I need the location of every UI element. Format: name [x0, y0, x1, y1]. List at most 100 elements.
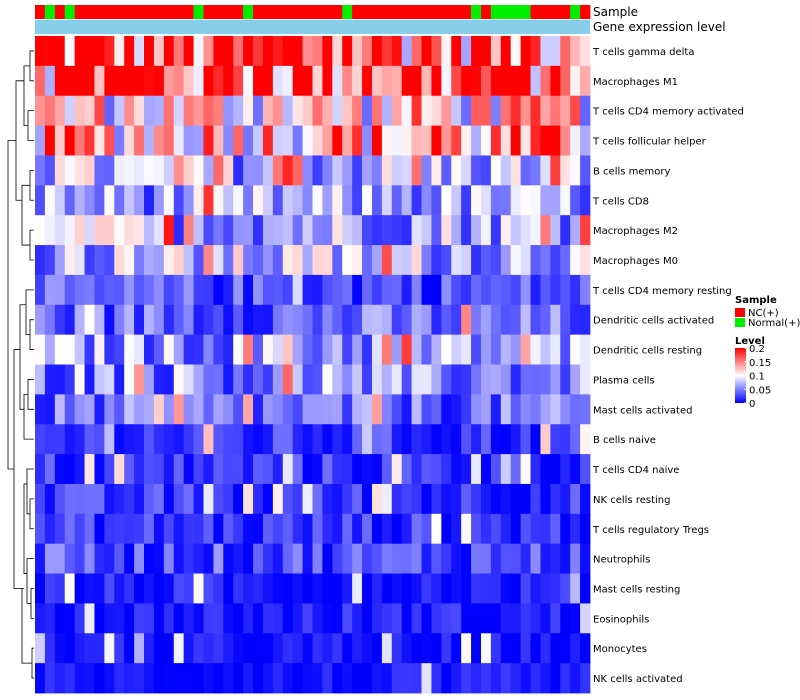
legend-sample-title: Sample	[735, 295, 777, 306]
heatmap-cell	[183, 483, 194, 515]
heatmap-cell	[530, 155, 541, 186]
dendrogram-branch	[29, 319, 34, 350]
heatmap-cell	[54, 245, 66, 276]
heatmap-cell	[74, 215, 85, 246]
heatmap-cell	[193, 454, 204, 485]
heatmap-cell	[322, 603, 333, 634]
heatmap-cell	[471, 603, 482, 634]
heatmap-cell	[510, 483, 522, 515]
heatmap-cell	[114, 36, 125, 67]
heatmap-cell	[124, 573, 135, 604]
heatmap-cell	[322, 215, 333, 246]
heatmap-cell	[104, 245, 115, 276]
heatmap-cell	[312, 125, 323, 156]
heatmap-cell	[223, 364, 234, 395]
heatmap-cell	[322, 334, 333, 365]
heatmap-cell	[570, 454, 581, 485]
heatmap-cell	[84, 274, 95, 306]
heatmap-cell	[74, 483, 85, 515]
heatmap-cell	[471, 454, 482, 485]
heatmap-cell	[500, 334, 512, 365]
heatmap-cell	[114, 483, 125, 515]
heatmap-cell	[352, 454, 363, 485]
heatmap-cell	[312, 543, 323, 574]
heatmap-cell	[322, 663, 333, 694]
heatmap-cell	[431, 155, 442, 186]
heatmap-cell	[134, 513, 145, 545]
sample-annotation-cell	[560, 5, 571, 19]
heatmap-cell	[520, 215, 531, 246]
heatmap-cell	[213, 573, 224, 604]
heatmap-cell	[490, 364, 502, 395]
dendrogram-branch	[26, 558, 34, 604]
heatmap-cell	[560, 573, 571, 604]
heatmap-cell	[371, 245, 383, 276]
heatmap-cell	[104, 334, 115, 365]
heatmap-cell	[471, 185, 482, 216]
heatmap-cell	[243, 125, 254, 156]
heatmap-cell	[401, 36, 413, 67]
heatmap-cell	[292, 454, 303, 485]
heatmap-cell	[391, 394, 403, 425]
heatmap-cell	[570, 663, 581, 694]
heatmap-cell	[342, 274, 353, 306]
heatmap-cell	[570, 65, 581, 97]
heatmap-cell	[183, 304, 194, 336]
sample-annotation-cell	[352, 5, 363, 19]
heatmap-cell	[580, 215, 591, 246]
heatmap-cell	[193, 274, 204, 306]
heatmap-cell	[530, 185, 541, 216]
heatmap-cell	[540, 215, 551, 246]
heatmap-cell	[44, 65, 56, 97]
heatmap-cell	[84, 185, 95, 216]
heatmap-cell	[223, 215, 234, 246]
heatmap-cell	[153, 454, 165, 485]
sample-annotation-cell	[550, 5, 561, 19]
heatmap-cell	[352, 633, 363, 664]
heatmap-cell	[342, 65, 353, 97]
heatmap-cell	[480, 125, 492, 156]
heatmap-cell	[183, 185, 194, 216]
heatmap-cell	[94, 483, 105, 515]
heatmap-cell	[381, 364, 393, 395]
sample-annotation-cell	[312, 5, 323, 19]
heatmap-cell	[74, 364, 85, 395]
heatmap-cell	[74, 454, 85, 485]
heatmap-cell	[124, 95, 135, 126]
heatmap-cell	[173, 454, 185, 485]
heatmap-cell	[253, 424, 264, 455]
sample-annotation-cell	[292, 5, 303, 19]
heatmap-cell	[282, 125, 294, 156]
heatmap-cell	[312, 155, 323, 186]
heatmap-cell	[282, 155, 294, 186]
heatmap-cell	[381, 36, 393, 67]
heatmap-cell	[411, 36, 422, 67]
heatmap-cell	[500, 125, 512, 156]
legend-level-title: Level	[735, 336, 765, 347]
row-label: Macrophages M0	[593, 256, 678, 267]
heatmap-cell	[144, 36, 155, 67]
heatmap-cell	[530, 454, 541, 485]
heatmap-cell	[421, 334, 432, 365]
heatmap-cell	[520, 36, 531, 67]
heatmap-cell	[153, 483, 165, 515]
heatmap-cell	[173, 125, 185, 156]
heatmap-cell	[203, 573, 214, 604]
heatmap-cell	[421, 573, 432, 604]
heatmap-cell	[480, 663, 492, 694]
heatmap-cell	[530, 215, 541, 246]
heatmap-cell	[431, 245, 442, 276]
heatmap-cell	[560, 155, 571, 186]
heatmap-cell	[54, 215, 66, 246]
heatmap-cell	[44, 364, 56, 395]
heatmap-cell	[540, 36, 551, 67]
heatmap-cell	[35, 245, 46, 276]
heatmap-cell	[153, 215, 165, 246]
row-label: NK cells activated	[593, 674, 683, 685]
heatmap-cell	[183, 95, 194, 126]
heatmap-cell	[312, 663, 323, 694]
heatmap-cell	[411, 573, 422, 604]
heatmap-cell	[64, 274, 76, 306]
heatmap-cell	[550, 483, 561, 515]
heatmap-cell	[312, 334, 323, 365]
